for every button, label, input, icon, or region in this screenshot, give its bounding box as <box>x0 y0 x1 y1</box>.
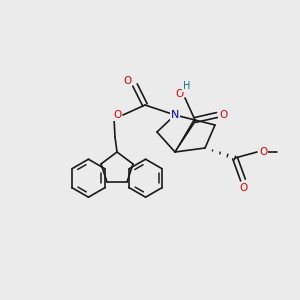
Text: O: O <box>175 89 183 99</box>
Text: O: O <box>259 147 267 157</box>
Text: O: O <box>123 76 131 86</box>
Text: H: H <box>183 81 191 91</box>
Text: O: O <box>239 183 247 193</box>
Text: N: N <box>171 110 179 120</box>
Text: O: O <box>219 110 227 120</box>
Text: O: O <box>113 110 121 120</box>
